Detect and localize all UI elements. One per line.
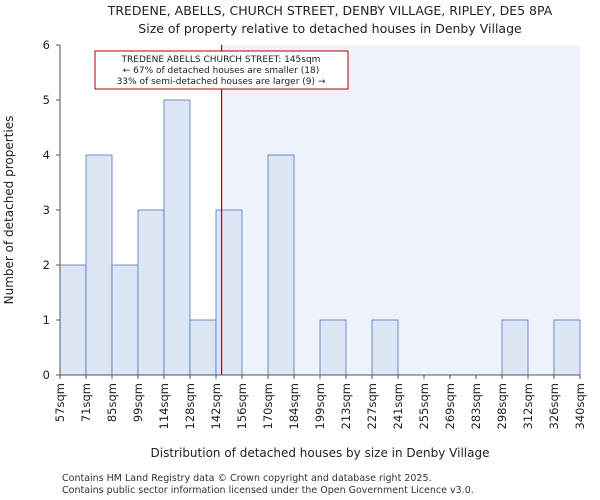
x-tick-label: 283sqm [469, 383, 483, 429]
y-tick-label: 3 [43, 203, 50, 217]
x-tick-label: 312sqm [521, 383, 535, 429]
x-ticks: 57sqm 71sqm 85sqm 99sqm 114sqm 128sqm 142sqm 15… [53, 375, 587, 429]
chart-subtitle: Size of property relative to detached ho… [138, 21, 522, 36]
x-tick-label: 114sqm [157, 383, 171, 429]
bars [59, 99, 581, 376]
x-tick-label: 57sqm [53, 383, 67, 422]
x-tick-label: 142sqm [209, 383, 223, 429]
x-tick-label: 71sqm [79, 383, 93, 422]
y-ticks: 0 1 2 3 4 5 6 [43, 38, 60, 382]
annotation-frame [94, 50, 349, 90]
y-tick-label: 1 [43, 313, 50, 327]
chart-title: TREDENE, ABELLS, CHURCH STREET, DENBY VI… [107, 3, 553, 18]
x-tick-label: 340sqm [573, 383, 587, 429]
x-tick-label: 156sqm [235, 383, 249, 429]
y-axis-label: Number of detached properties [2, 116, 16, 305]
x-tick-label: 227sqm [365, 383, 379, 429]
footer-line-2: Contains public sector information licen… [62, 485, 474, 496]
bar-128sqm [189, 319, 217, 376]
x-tick-label: 326sqm [547, 383, 561, 429]
bar-99sqm [137, 209, 165, 376]
y-tick-label: 4 [43, 148, 50, 162]
x-tick-label: 241sqm [391, 383, 405, 429]
annotation-box: TREDENE ABELLS CHURCH STREET: 145sqm ← 6… [94, 50, 349, 90]
annotation-line-2: ← 67% of detached houses are smaller (18… [123, 66, 320, 76]
annotation-line-3: 33% of semi-detached houses are larger (… [117, 77, 326, 87]
x-tick-label: 99sqm [131, 383, 145, 422]
bar-227sqm [371, 319, 399, 376]
footer-line-1: Contains HM Land Registry data © Crown c… [62, 473, 432, 484]
x-tick-label: 255sqm [417, 383, 431, 429]
annotation-line-1: TREDENE ABELLS CHURCH STREET: 145sqm [121, 55, 321, 65]
x-tick-label: 85sqm [105, 383, 119, 422]
x-tick-label: 213sqm [339, 383, 353, 429]
bar-199sqm [319, 319, 347, 376]
y-tick-label: 2 [43, 258, 50, 272]
x-axis-label: Distribution of detached houses by size … [151, 446, 490, 460]
x-tick-label: 298sqm [495, 383, 509, 429]
bar-326sqm [553, 319, 581, 376]
y-tick-label: 6 [43, 38, 50, 52]
bar-142sqm [215, 209, 243, 376]
x-tick-label: 184sqm [287, 383, 301, 429]
x-tick-label: 269sqm [443, 383, 457, 429]
y-tick-label: 0 [43, 368, 50, 382]
bar-57sqm [59, 264, 87, 376]
x-tick-label: 170sqm [261, 383, 275, 429]
y-tick-label: 5 [43, 93, 50, 107]
bar-298sqm [501, 319, 529, 376]
bar-170sqm [267, 154, 295, 376]
bar-114sqm [163, 99, 191, 376]
x-tick-label: 128sqm [183, 383, 197, 429]
bar-85sqm [111, 264, 139, 376]
bar-71sqm [85, 154, 113, 376]
x-tick-label: 199sqm [313, 383, 327, 429]
